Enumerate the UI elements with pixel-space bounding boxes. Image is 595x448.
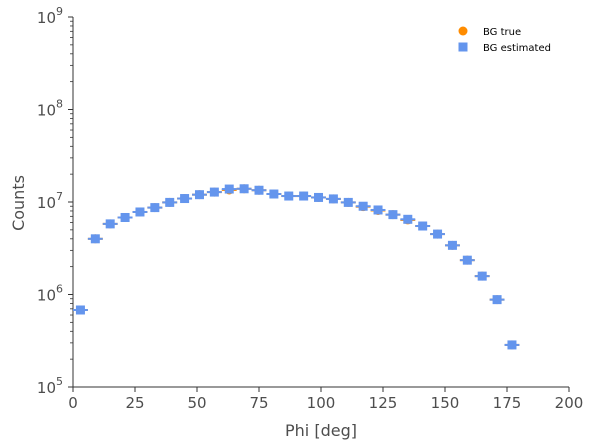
bg-estimated-point [120, 212, 130, 222]
x-tick-label: 25 [125, 394, 144, 412]
x-tick-label: 150 [431, 394, 460, 412]
y-ticks: 105 106 107 108 109 [37, 5, 73, 397]
bg-estimated-point [492, 295, 502, 305]
bg-estimated-point [224, 184, 234, 194]
data-marks [73, 184, 520, 350]
bg-estimated-point [165, 197, 175, 207]
y-axis-label: Counts [9, 175, 28, 231]
legend-label-bg-estimated: BG estimated [483, 43, 551, 54]
bg-estimated-point [358, 201, 368, 211]
x-tick-label: 50 [187, 394, 206, 412]
x-tick-label: 0 [68, 394, 78, 412]
y-tick-label: 109 [37, 5, 63, 27]
bg-estimated-point [194, 190, 204, 200]
bg-estimated-point [150, 203, 160, 213]
legend: BG true BG estimated [458, 26, 551, 54]
bg-estimated-point [418, 221, 428, 231]
bg-estimated-point [477, 271, 487, 281]
bg-estimated-point [343, 197, 353, 207]
bg-estimated-point [507, 340, 517, 350]
bg-estimated-point [373, 205, 383, 215]
bg-estimated-point [254, 185, 264, 195]
bg-estimated-point [269, 189, 279, 199]
legend-label-bg-true: BG true [483, 27, 521, 38]
bg-estimated-point [284, 191, 294, 201]
y-tick-label: 106 [37, 283, 63, 305]
bg-estimated-point [314, 192, 324, 202]
y-tick-label: 107 [37, 190, 63, 212]
bg-estimated-point [403, 214, 413, 224]
bg-estimated-point [462, 255, 472, 265]
y-minor-ticks [70, 20, 73, 360]
legend-marker-bg-estimated [458, 42, 468, 52]
bg-estimated-point [239, 184, 249, 194]
legend-marker-bg-true [458, 26, 468, 36]
plot-area: 0 25 50 75 100 125 150 175 200 105 106 107 108 109 [37, 5, 583, 412]
x-axis-label: Phi [deg] [285, 421, 357, 440]
bg-estimated-point [105, 219, 115, 229]
x-tick-label: 75 [249, 394, 268, 412]
x-ticks: 0 25 50 75 100 125 150 175 200 [68, 387, 583, 412]
x-tick-label: 100 [307, 394, 336, 412]
bg-estimated-point [135, 207, 145, 217]
x-tick-label: 200 [555, 394, 584, 412]
bg-estimated-point [209, 187, 219, 197]
x-tick-label: 175 [493, 394, 522, 412]
bg-estimated-point [90, 234, 100, 244]
y-tick-label: 105 [37, 375, 63, 397]
bg-estimated-point [433, 229, 443, 239]
bg-estimated-point [180, 194, 190, 204]
bg-estimated-point [75, 305, 85, 315]
y-tick-label: 108 [37, 98, 63, 120]
bg-estimated-point [447, 240, 457, 250]
bg-estimated-point [388, 210, 398, 220]
x-tick-label: 125 [369, 394, 398, 412]
bg-estimated-point [299, 191, 309, 201]
bg-estimated-point [328, 194, 338, 204]
